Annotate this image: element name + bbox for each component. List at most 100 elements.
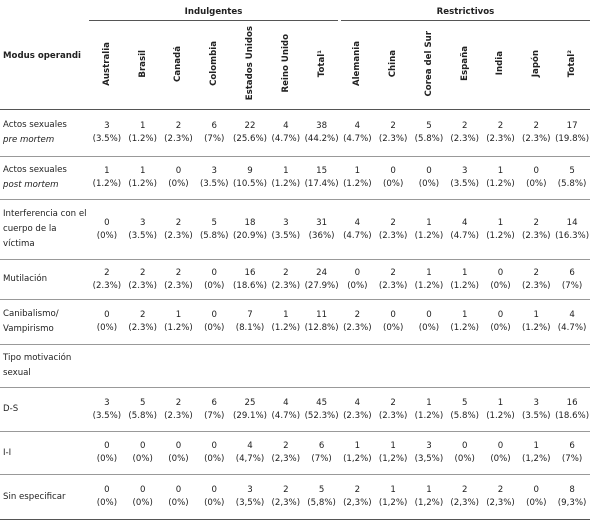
cell-count: 2 (533, 267, 539, 278)
column-header: China (375, 20, 412, 110)
cell-count: 2 (497, 121, 504, 131)
cell-count: 4 (283, 121, 289, 131)
row-label-text: D-S (3, 404, 19, 414)
cell-count: 2 (175, 217, 182, 228)
cell-percent: (1.2%) (486, 410, 515, 421)
column-header: Japón (518, 20, 555, 110)
cell: 4 (4.7%) (446, 199, 483, 260)
cell: 14 (16.3%) (554, 199, 590, 260)
row-label: I-I (0, 431, 89, 475)
cell-percent: (2.3%) (378, 134, 408, 144)
cell: 2 (2.3%) (124, 299, 161, 345)
cell-count: 5 (211, 217, 217, 228)
table-row: Actos sexuales pre mortem 3 (3.5%) 1 (1.2%) 2 (… (0, 109, 590, 157)
cell-count: 0 (426, 166, 432, 176)
column-header: España (446, 20, 483, 110)
cell-count: 2 (139, 310, 146, 320)
cell: 3 (3.5%) (518, 387, 555, 432)
cell: 5 (5.8%) (196, 199, 233, 260)
cell-percent: (0%) (168, 498, 189, 508)
cell: 16 (18.6%) (232, 259, 268, 300)
cell-percent: (1.2%) (414, 280, 444, 291)
cell: 1 (1,2%) (339, 431, 376, 475)
column-label: España (459, 46, 470, 81)
cell-count: 1 (390, 441, 396, 451)
cell: 1 (1.2%) (482, 387, 519, 432)
cell-percent: (12.8%) (304, 323, 339, 333)
cell: 2 (2.3%) (267, 259, 304, 300)
cell-count: 11 (316, 310, 328, 320)
cell-percent: (2,3%) (343, 498, 372, 508)
cell-count: 22 (244, 121, 256, 131)
cell-count: 31 (316, 217, 328, 228)
cell: 5 (5.8%) (554, 156, 590, 200)
cell-percent: (0%) (526, 498, 547, 508)
row-label-text: Actos sexuales (3, 165, 67, 175)
cell-count: 45 (316, 397, 328, 408)
cell-count: 1 (283, 310, 289, 320)
cell-percent: (2.3%) (164, 280, 193, 291)
cell (339, 344, 376, 388)
cell (232, 344, 268, 388)
cell-count: 1 (354, 441, 361, 451)
cell-count: 2 (461, 121, 468, 131)
cell-count: 3 (283, 217, 289, 228)
cell-percent: (2.3%) (378, 230, 408, 241)
cell-count: 5 (426, 121, 432, 131)
row-label-text: Actos sexuales (3, 120, 67, 130)
cell: 2 (2.3%) (160, 259, 197, 300)
cell: 31 (36%) (303, 199, 340, 260)
cell: 0 (0%) (196, 259, 233, 300)
cell-percent: (1,2%) (378, 498, 408, 508)
cell-count: 0 (426, 310, 432, 320)
table-row: Actos sexuales post mortem 1 (1.2%) 1 (1.2%) 0… (0, 156, 590, 200)
column-label: Alemania (352, 40, 363, 87)
cell: 2 (2,3%) (482, 474, 519, 520)
cell (160, 344, 197, 388)
cell-count: 7 (247, 310, 253, 320)
cell-count: 1 (426, 485, 432, 495)
cell: 0 (0%) (89, 431, 125, 475)
cell-count: 2 (283, 267, 289, 278)
cell: 1 (1,2%) (518, 431, 555, 475)
cell-count: 0 (104, 485, 110, 495)
row-label: D-S (0, 387, 89, 432)
cell: 0 (0%) (339, 259, 376, 300)
cell-count: 1 (461, 310, 468, 320)
cell: 6 (7%) (554, 431, 590, 475)
cell: 6 (7%) (196, 109, 233, 157)
cell-count: 0 (533, 485, 539, 495)
cell-count: 3 (461, 166, 468, 176)
cell: 18 (20.9%) (232, 199, 268, 260)
cell: 1 (1.2%) (160, 299, 197, 345)
cell-count: 38 (316, 121, 328, 131)
cell: 2 (2.3%) (375, 387, 412, 432)
cell-count: 15 (316, 166, 328, 176)
cell-percent: (3,5%) (235, 498, 265, 508)
cell: 0 (0%) (482, 431, 519, 475)
cell-count: 5 (139, 397, 146, 408)
cell-percent: (16.3%) (555, 230, 590, 241)
cell-percent: (0%) (132, 498, 153, 508)
cell-count: 16 (244, 267, 256, 278)
cell-percent: (2,3%) (271, 454, 301, 464)
cell-percent: (29.1%) (233, 410, 268, 421)
row-header: Modus operandi (0, 4, 89, 110)
cell: 0 (0%) (124, 431, 161, 475)
cell-percent: (3.5%) (92, 410, 122, 421)
cell-percent: (5.8%) (199, 230, 229, 241)
cell: 5 (5,8%) (303, 474, 340, 520)
cell-count: 0 (211, 267, 217, 278)
cell: 6 (7%) (196, 387, 233, 432)
cell-count: 1 (497, 397, 504, 408)
column-header: Canadá (160, 20, 197, 110)
cell-percent: (2.3%) (521, 280, 551, 291)
cell-count: 0 (104, 310, 110, 320)
cell: 45 (52.3%) (303, 387, 340, 432)
cell: 1 (1.2%) (267, 156, 304, 200)
cell-percent: (1.2%) (128, 179, 157, 189)
column-header: Brasil (124, 20, 161, 110)
cell: 2 (2.3%) (375, 259, 412, 300)
column-header: Estados Unidos (232, 20, 268, 110)
cell-count: 6 (569, 441, 575, 451)
